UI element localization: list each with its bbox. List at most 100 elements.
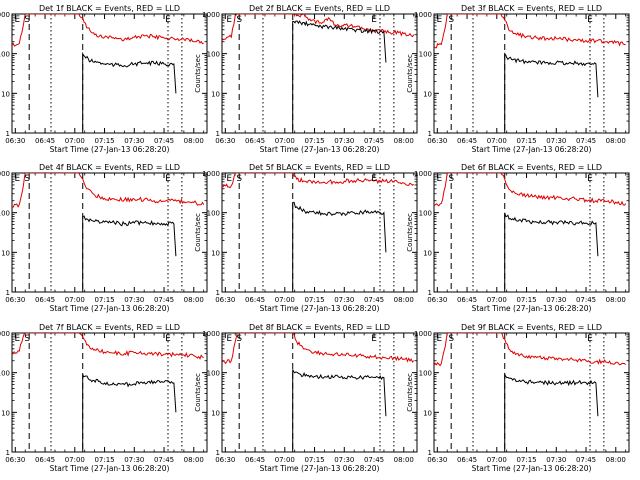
y-tick-label: 1 xyxy=(428,130,432,138)
x-axis-label: Start Time (27-Jan-13 06:28:20) xyxy=(50,464,170,473)
events-series-line xyxy=(82,51,177,133)
x-tick-label: 06:45 xyxy=(245,456,265,464)
lld-series-line xyxy=(222,14,415,41)
x-tick-label: 07:45 xyxy=(154,296,174,304)
x-axis-label: Start Time (27-Jan-13 06:28:20) xyxy=(260,145,380,154)
interval-marker-label: E xyxy=(587,174,593,184)
y-tick-label: 1 xyxy=(6,130,10,138)
x-tick-label: 07:45 xyxy=(154,137,174,145)
y-tick-label: 100 xyxy=(419,51,432,59)
x-tick-label: 07:30 xyxy=(124,296,144,304)
y-tick-label: 1000 xyxy=(0,330,10,338)
x-tick-label: 07:30 xyxy=(546,296,566,304)
interval-marker-label: S xyxy=(24,334,30,344)
x-tick-label: 07:00 xyxy=(275,137,295,145)
y-tick-label: 1000 xyxy=(414,330,432,338)
x-tick-label: 06:30 xyxy=(427,296,447,304)
y-tick-label: 100 xyxy=(0,210,10,218)
x-tick-label: 07:15 xyxy=(94,296,114,304)
interval-marker-label: E xyxy=(371,334,377,344)
x-tick-label: 06:30 xyxy=(215,456,235,464)
y-tick-label: 100 xyxy=(0,51,10,59)
x-tick-label: 08:00 xyxy=(606,456,626,464)
x-tick-label: 07:30 xyxy=(124,456,144,464)
y-tick-label: 1000 xyxy=(0,11,10,19)
x-tick-label: 07:30 xyxy=(334,296,354,304)
chart-panel: Det 6f BLACK = Events, RED = LLD 1 10 100 10… xyxy=(406,163,630,313)
y-tick-label: 100 xyxy=(207,51,220,59)
chart-title: Det 8f BLACK = Events, RED = LLD xyxy=(249,323,390,332)
x-tick-label: 06:30 xyxy=(5,137,25,145)
y-axis-label: Counts/sec xyxy=(406,213,414,252)
interval-marker-label: S xyxy=(24,15,30,25)
y-tick-label: 100 xyxy=(0,370,10,378)
x-tick-label: 07:00 xyxy=(65,137,85,145)
x-tick-label: 07:00 xyxy=(275,456,295,464)
interval-marker-label: E xyxy=(371,174,377,184)
x-tick-label: 07:30 xyxy=(546,456,566,464)
x-tick-label: 06:45 xyxy=(457,137,477,145)
x-tick-label: 07:30 xyxy=(546,137,566,145)
y-tick-label: 10 xyxy=(423,409,432,417)
y-tick-label: 1000 xyxy=(0,170,10,178)
interval-marker-label: S xyxy=(448,15,454,25)
x-tick-label: 06:45 xyxy=(35,296,55,304)
plot-frame xyxy=(433,13,630,134)
y-tick-label: 1000 xyxy=(414,11,432,19)
interval-marker-label: E xyxy=(436,174,442,184)
chart-panel: Det 1f BLACK = Events, RED = LLD 1 10 100 10… xyxy=(0,4,208,154)
interval-marker-label: E xyxy=(165,334,171,344)
chart-panel: Det 9f BLACK = Events, RED = LLD 1 10 100 10… xyxy=(406,323,630,473)
x-tick-label: 07:30 xyxy=(334,137,354,145)
interval-marker-label: E xyxy=(436,15,442,25)
x-tick-label: 06:30 xyxy=(427,456,447,464)
lld-series-line xyxy=(12,333,204,360)
x-tick-label: 07:45 xyxy=(576,296,596,304)
events-series-line xyxy=(292,369,387,452)
y-tick-label: 10 xyxy=(211,409,220,417)
interval-marker-label: E xyxy=(14,334,20,344)
y-tick-label: 10 xyxy=(1,409,10,417)
interval-marker-label: E xyxy=(371,15,377,25)
x-axis-label: Start Time (27-Jan-13 06:28:20) xyxy=(260,464,380,473)
y-tick-label: 1 xyxy=(216,130,220,138)
x-tick-label: 07:45 xyxy=(364,456,384,464)
x-tick-label: 07:15 xyxy=(516,137,536,145)
chart-panel: Det 7f BLACK = Events, RED = LLD 1 10 100 10… xyxy=(0,323,208,473)
interval-marker-label: E xyxy=(226,15,232,25)
lld-series-line xyxy=(12,173,205,208)
plot-frame xyxy=(221,172,418,293)
lld-series-line xyxy=(434,173,627,207)
interval-marker-label: S xyxy=(236,334,242,344)
x-tick-label: 07:15 xyxy=(516,296,536,304)
lld-series-line xyxy=(222,333,415,365)
lld-series-line xyxy=(434,333,627,367)
y-tick-label: 10 xyxy=(211,90,220,98)
interval-marker-label: S xyxy=(448,334,454,344)
chart-title: Det 2f BLACK = Events, RED = LLD xyxy=(249,4,390,13)
chart-panel: Det 4f BLACK = Events, RED = LLD 1 10 100 10… xyxy=(0,163,208,313)
x-tick-label: 06:45 xyxy=(457,456,477,464)
interval-marker-label: E xyxy=(226,334,232,344)
x-tick-label: 07:15 xyxy=(304,296,324,304)
x-tick-label: 07:45 xyxy=(154,456,174,464)
x-tick-label: 07:45 xyxy=(576,456,596,464)
x-tick-label: 07:30 xyxy=(334,456,354,464)
x-axis-label: Start Time (27-Jan-13 06:28:20) xyxy=(472,464,592,473)
x-tick-label: 06:30 xyxy=(215,296,235,304)
chart-panel: Det 8f BLACK = Events, RED = LLD 1 10 100 10… xyxy=(194,323,418,473)
y-tick-label: 1 xyxy=(6,289,10,297)
x-tick-label: 06:45 xyxy=(35,137,55,145)
x-tick-label: 07:00 xyxy=(487,456,507,464)
interval-marker-label: E xyxy=(587,334,593,344)
x-tick-label: 08:00 xyxy=(394,296,414,304)
interval-marker-label: E xyxy=(165,15,171,25)
x-tick-label: 08:00 xyxy=(394,137,414,145)
x-tick-label: 07:15 xyxy=(304,137,324,145)
x-tick-label: 07:45 xyxy=(364,137,384,145)
chart-title: Det 6f BLACK = Events, RED = LLD xyxy=(461,163,602,172)
plot-frame xyxy=(221,332,418,453)
y-tick-label: 1000 xyxy=(202,330,220,338)
y-tick-label: 1 xyxy=(428,289,432,297)
